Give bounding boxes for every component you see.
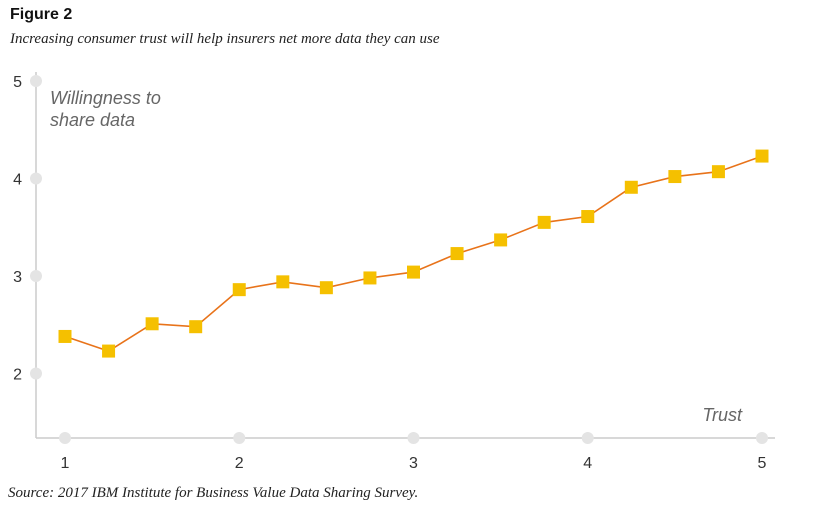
figure-subtitle: Increasing consumer trust will help insu… <box>10 31 440 47</box>
data-point <box>319 281 333 295</box>
data-point <box>363 271 377 285</box>
y-axis-label-line-1: Willingness to <box>50 88 161 108</box>
series-line <box>64 155 763 352</box>
y-tick-label: 5 <box>13 74 22 91</box>
x-tick-dot <box>407 432 420 444</box>
figure-title: Figure 2 <box>10 6 73 23</box>
x-axis-ticks: 1 2 3 4 5 <box>59 432 768 472</box>
data-point <box>276 275 290 289</box>
data-point <box>232 283 246 297</box>
y-tick-label: 2 <box>13 367 22 384</box>
data-point <box>711 165 725 179</box>
data-point <box>58 329 72 343</box>
data-point <box>102 344 116 358</box>
x-tick-dot <box>59 432 71 444</box>
x-tick-label: 1 <box>61 455 70 472</box>
x-tick-label: 4 <box>583 455 592 472</box>
y-axis-ticks: 2 3 4 5 <box>13 74 42 384</box>
figure-source: Source: 2017 IBM Institute for Business … <box>8 485 419 501</box>
data-point <box>494 233 508 247</box>
data-series <box>58 149 769 358</box>
data-point <box>450 247 464 261</box>
chart-axes <box>35 72 775 439</box>
data-point <box>624 180 638 194</box>
data-point <box>189 320 203 334</box>
data-point <box>755 149 769 163</box>
y-tick-label: 3 <box>13 269 22 286</box>
y-tick-dot <box>30 172 42 185</box>
data-point <box>145 317 159 331</box>
y-tick-dot <box>30 75 42 87</box>
x-tick-dot <box>581 432 594 444</box>
x-tick-label: 2 <box>235 455 244 472</box>
y-axis-label-line-2: share data <box>50 110 135 130</box>
data-point <box>537 215 551 229</box>
data-point <box>407 265 420 279</box>
data-point <box>581 210 595 224</box>
x-tick-dot <box>756 432 768 444</box>
data-point <box>668 170 682 184</box>
y-tick-dot <box>30 270 42 282</box>
x-tick-label: 5 <box>758 455 767 472</box>
y-tick-dot <box>30 367 42 380</box>
x-tick-label: 3 <box>409 455 418 472</box>
x-axis-label: Trust <box>702 405 743 425</box>
y-tick-label: 4 <box>13 172 22 189</box>
x-tick-dot <box>233 432 246 444</box>
